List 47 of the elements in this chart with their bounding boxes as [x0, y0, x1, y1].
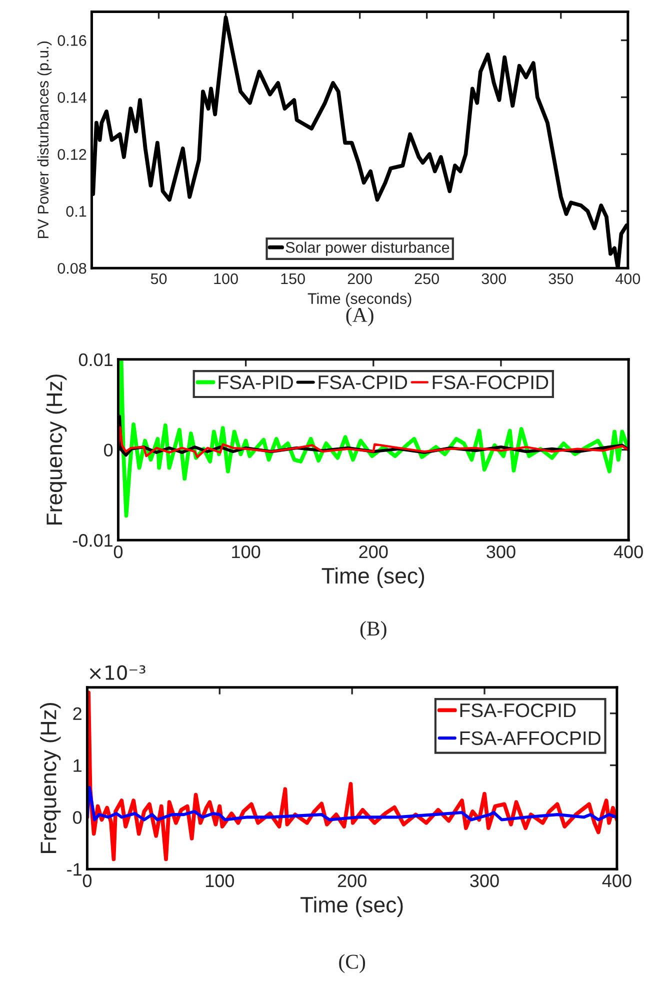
y-tick-label: 0.12 [58, 149, 86, 160]
x-tick-label: 150 [281, 273, 305, 284]
x-tick-label: 400 [602, 874, 632, 888]
x-tick-label: 300 [470, 874, 499, 888]
y-axis-title: PV Power disturbances (p.u.) [37, 42, 52, 238]
x-tick-label: 300 [486, 545, 516, 558]
legend-label: FSA-PID [218, 375, 293, 390]
y-tick-label: 0.01 [78, 353, 112, 366]
y-tick-label: 2 [73, 707, 82, 720]
x-tick-label: 100 [232, 545, 260, 558]
x-tick-label: 100 [214, 273, 238, 284]
y-tick-label: 0.14 [58, 92, 86, 103]
text: (A) [346, 307, 374, 326]
y-tick-label: 0 [73, 811, 82, 824]
x-tick-label: 0 [114, 545, 123, 558]
y-axis-title: Frequency (Hz) [46, 374, 67, 524]
line-series [87, 786, 617, 822]
x-tick-label: 200 [348, 273, 372, 284]
y-tick-label: 1 [74, 759, 82, 772]
y-tick-label: 0.08 [58, 262, 86, 274]
legend-label: Solar power disturbance [286, 242, 450, 256]
x-axis-title: Time (seconds) [308, 292, 412, 307]
legend-label: FSA-FOCPID [432, 375, 548, 390]
y-axis-title: Frequency (Hz) [40, 703, 61, 853]
y-tick-label: 0.1 [66, 206, 86, 217]
x-axis-title: Time (sec) [300, 896, 403, 918]
x-tick-label: 200 [338, 874, 366, 888]
legend-label: FSA-AFFOCPID [460, 731, 600, 746]
x-tick-label: 350 [548, 273, 574, 284]
x-tick-label: 400 [616, 273, 640, 284]
line-series [118, 426, 629, 458]
y-tick-label: -0.01 [73, 534, 112, 547]
y-tick-label: 0.16 [58, 35, 86, 46]
x-tick-label: 400 [614, 545, 643, 558]
x-axis-title: Time (sec) [322, 567, 424, 588]
x-tick-label: 200 [359, 545, 388, 558]
text: (C) [339, 954, 366, 973]
legend-label: FSA-CPID [318, 375, 408, 390]
x-tick-label: 300 [482, 273, 506, 284]
y-tick-label: 0 [104, 444, 113, 456]
x-tick-label: 50 [150, 273, 167, 284]
text: (B) [360, 620, 386, 640]
x-tick-label: 100 [206, 874, 234, 888]
text: ×10⁻³ [90, 665, 146, 680]
y-tick-label: -1 [67, 863, 82, 876]
legend-label: FSA-FOCPID [460, 703, 576, 718]
x-tick-label: 250 [414, 273, 439, 284]
